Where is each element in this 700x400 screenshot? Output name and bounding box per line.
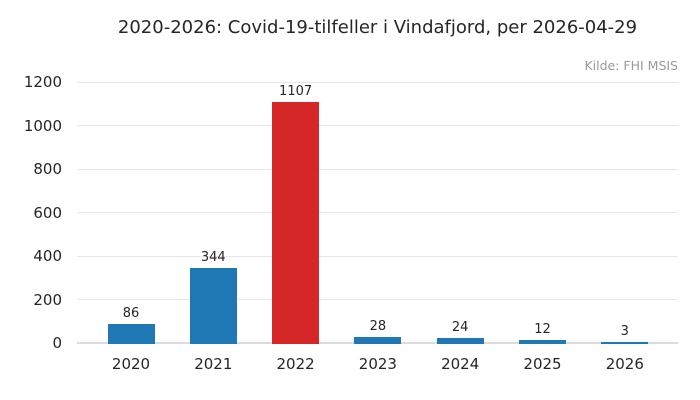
y-tick-label-400: 400: [33, 247, 62, 265]
gridline-200: [77, 299, 678, 300]
y-tick-label-800: 800: [33, 160, 62, 178]
bar-2024: [436, 338, 484, 344]
gridline-1000: [77, 125, 678, 126]
x-tick-label-2020: 2020: [111, 355, 151, 373]
gridline-400: [77, 255, 678, 257]
x-tick-label-2023: 2023: [358, 355, 397, 373]
chart-title: 2020-2026: Covid-19-tilfeller i Vindafjo…: [117, 17, 638, 38]
y-tick-label-600: 600: [33, 203, 62, 222]
bar-2022: [272, 102, 320, 344]
y-tick-label-200: 200: [33, 290, 62, 309]
y-tick-label-1200: 1200: [23, 73, 62, 91]
y-tick-label-0: 0: [52, 334, 62, 352]
y-tick-label-1000: 1000: [23, 116, 62, 135]
bar-value-label-2020: 86: [122, 306, 140, 321]
bar-value-label-2021: 344: [200, 250, 226, 265]
gridline-600: [77, 212, 678, 213]
gridline-1200: [77, 81, 678, 83]
x-tick-label-2022: 2022: [276, 355, 315, 373]
x-tick-label-2025: 2025: [523, 355, 562, 373]
x-tick-label-2024: 2024: [441, 355, 480, 373]
bar-value-label-2026: 3: [620, 324, 629, 339]
gridline-800: [77, 168, 678, 170]
bar-2021: [189, 268, 237, 344]
plot-area: 0 200 400 600 800 1000 1200 86 2020 344 2021 1107 20…: [24, 73, 678, 373]
x-tick-label-2026: 2026: [605, 355, 644, 373]
bar-2026: [601, 342, 649, 344]
x-tick-label-2021: 2021: [194, 355, 233, 373]
bar-value-label-2025: 12: [534, 322, 551, 337]
bar-2020: [107, 324, 155, 344]
bar-value-label-2023: 28: [369, 319, 387, 334]
bar-value-label-2022: 1107: [279, 84, 313, 99]
bar-2023: [354, 337, 402, 344]
source-label: Kilde: FHI MSIS: [584, 58, 678, 73]
bar-2025: [519, 340, 566, 344]
bar-value-label-2024: 24: [451, 320, 469, 335]
